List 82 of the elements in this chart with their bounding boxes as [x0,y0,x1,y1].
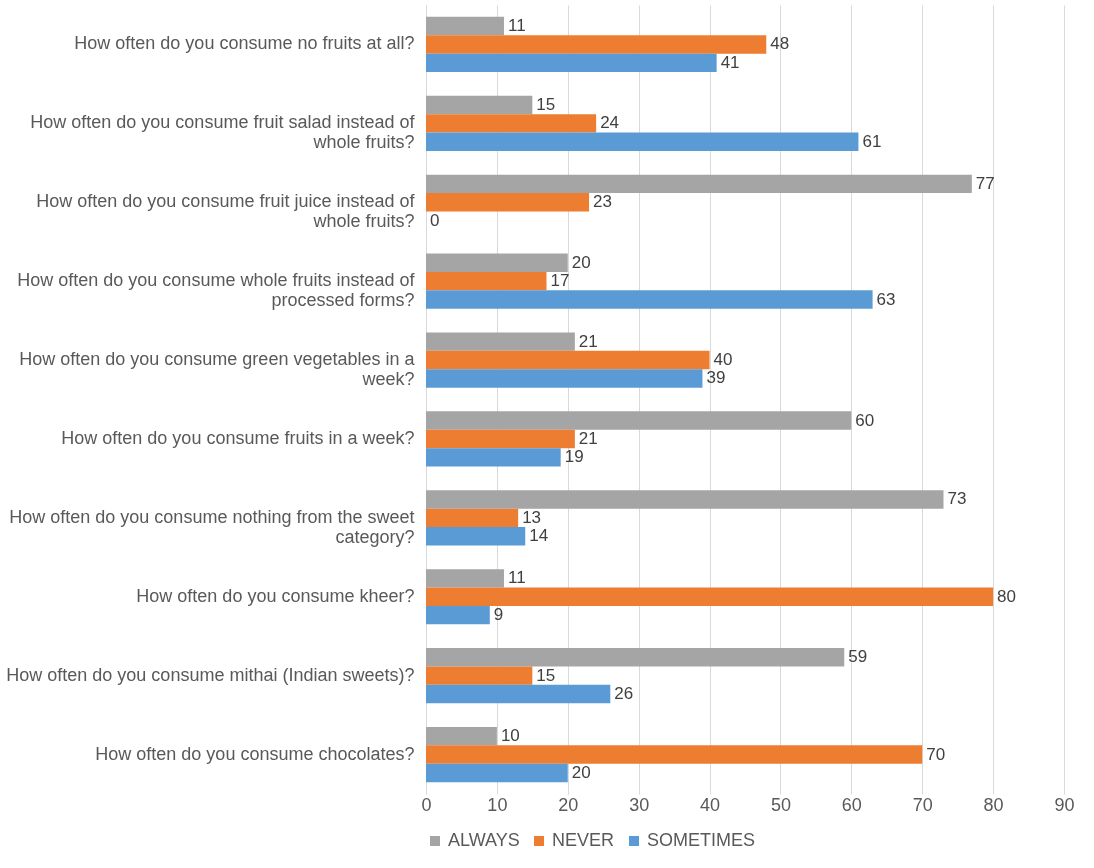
y-tick-label: How often do you consume whole fruits instead of processed forms? [17,270,416,311]
x-tick-label: 0 [421,794,432,815]
y-tick-label: How often do you consume mithai (Indian sweets)? [6,664,415,685]
y-tick-label: How often do you consume fruit juice instead of whole fruits? [36,191,416,232]
bar [426,726,497,746]
x-tick-label: 70 [912,794,933,815]
data-label: 15 [536,665,556,685]
data-label: 26 [614,684,634,704]
bar [426,569,504,588]
x-tick-label: 60 [841,794,862,815]
bar [426,193,590,212]
x-tick-label: 80 [983,794,1004,815]
bar [426,605,490,625]
data-label: 60 [855,410,875,430]
bar [426,132,859,151]
bar [426,253,568,272]
y-tick-label: How often do you consume nothing from the sweet category? [9,506,415,547]
bar [426,53,717,73]
legend-label: ALWAYS [448,830,520,850]
data-label: 13 [522,507,542,527]
bar [426,508,519,528]
bar [426,174,972,194]
bar [426,369,703,388]
bar [426,448,561,467]
bar [426,290,873,309]
bar [426,350,710,370]
bar [426,745,923,764]
y-tick-label: How often do you consume chocolates? [95,743,415,764]
data-label: 39 [706,368,726,388]
bar [426,587,994,606]
bar [426,271,547,291]
data-label: 80 [997,586,1017,606]
bar [426,114,597,133]
bar [426,411,852,430]
x-tick-label: 40 [700,794,721,815]
data-label: 40 [713,350,733,370]
data-label: 21 [578,428,598,448]
x-tick-label: 90 [1054,794,1075,815]
y-tick-label: How often do you consume green vegetables in a week? [19,349,416,390]
legend-label: SOMETIMES [647,830,756,850]
bar [426,763,568,783]
data-label: 48 [770,34,790,54]
data-label: 20 [571,252,591,272]
data-label: 73 [947,489,967,509]
data-label: 14 [529,526,549,546]
bar [426,16,504,36]
data-label: 21 [578,331,598,351]
data-label: 19 [564,447,584,467]
data-label: 11 [507,568,526,588]
legend-label: NEVER [552,830,615,850]
data-label: 24 [600,113,620,133]
bar [426,490,944,509]
bar [426,648,845,667]
data-label: 59 [848,647,868,667]
bar [426,35,767,54]
data-label: 23 [593,192,612,212]
data-label: 20 [571,762,591,782]
bar [426,95,533,115]
x-tick-label: 50 [770,794,791,815]
bar [426,429,575,449]
y-tick-label: How often do you consume fruits in a week? [61,427,415,448]
bar [426,332,575,351]
x-tick-label: 10 [487,794,508,815]
y-tick-label: How often do you consume no fruits at all? [74,33,415,54]
bar [426,666,533,685]
bar [426,684,611,704]
data-label: 0 [430,210,440,230]
data-label: 70 [926,744,946,764]
y-tick-label: How often do you consume kheer? [136,585,415,606]
data-label: 11 [507,16,526,36]
data-label: 61 [862,131,882,151]
data-label: 41 [720,52,740,72]
y-tick-label: How often do you consume fruit salad instead of whole fruits? [30,112,416,153]
data-label: 15 [536,94,556,114]
data-label: 17 [550,271,570,291]
data-label: 9 [493,605,504,625]
data-label: 10 [500,726,520,746]
x-tick-label: 20 [558,794,579,815]
x-tick-label: 30 [629,794,650,815]
bar [426,527,526,546]
data-label: 77 [975,173,995,193]
data-label: 63 [876,289,896,309]
